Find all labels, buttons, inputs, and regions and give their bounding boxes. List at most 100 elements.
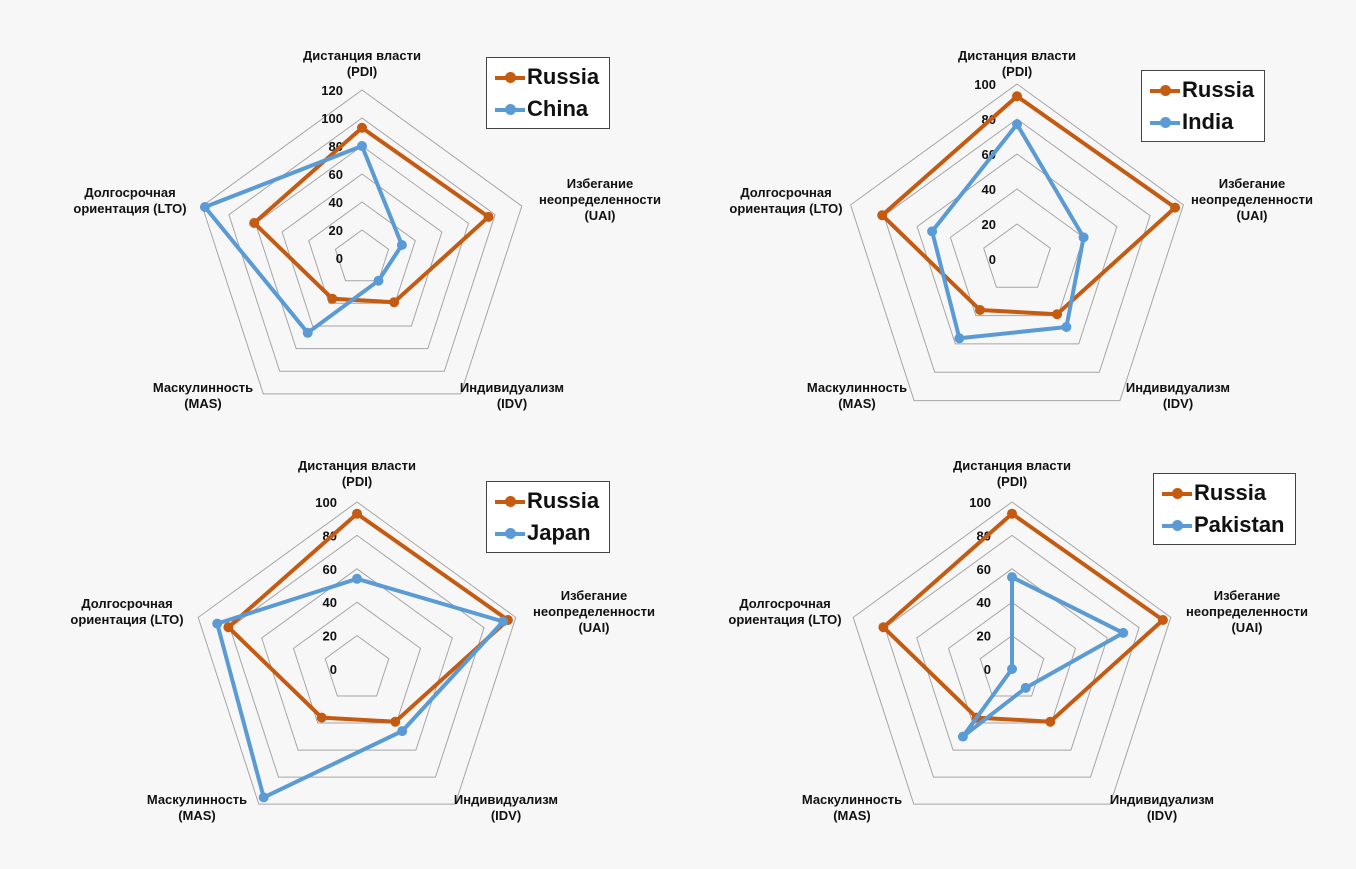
point-japan-lto xyxy=(212,618,223,629)
axis-label-line: Долгосрочная xyxy=(81,596,172,611)
axis-label-idv: Индивидуализм (IDV) xyxy=(454,792,558,823)
point-russia-idv xyxy=(390,716,401,727)
axis-label-line: (UAI) xyxy=(1236,208,1267,223)
grid-ring xyxy=(197,501,517,805)
legend-label: China xyxy=(527,96,589,121)
axis-label-line: Маскулинность xyxy=(147,792,247,807)
axis-label-mas: Маскулинность (MAS) xyxy=(153,380,253,411)
point-russia-pdi xyxy=(1012,91,1022,102)
legend-japan: Russia Japan xyxy=(486,481,611,553)
series-line-russia xyxy=(881,511,1165,724)
axis-label-lto: Долгосрочная ориентация (LTO) xyxy=(728,596,841,627)
point-russia-lto xyxy=(878,622,889,633)
axis-label-uai: Избегание неопределенности (UAI) xyxy=(1191,176,1313,223)
axis-label-line: неопределенности xyxy=(1191,192,1313,207)
point-china-uai xyxy=(396,240,407,250)
point-india-lto xyxy=(927,226,938,237)
tick-label: 40 xyxy=(329,195,343,210)
point-russia-mas xyxy=(316,712,327,723)
grid-ring xyxy=(201,89,523,395)
axis-label-line: ориентация (LTO) xyxy=(73,201,186,216)
point-pakistan-uai xyxy=(1118,627,1129,638)
series-line-russia xyxy=(880,94,1178,317)
point-russia-idv xyxy=(1045,716,1056,727)
point-india-idv xyxy=(1061,322,1072,332)
legend-swatch-pakistan xyxy=(1162,518,1192,532)
grid-ring xyxy=(850,83,1184,402)
axis-label-mas: Маскулинность (MAS) xyxy=(807,380,907,411)
grid-ring xyxy=(852,501,1172,805)
point-japan-pdi xyxy=(352,573,362,584)
legend-swatch-russia xyxy=(1162,486,1192,500)
axis-label-line: Индивидуализм xyxy=(454,792,558,807)
grid-ring xyxy=(949,188,1085,317)
axis-label-line: ориентация (LTO) xyxy=(728,612,841,627)
legend-entry-pakistan: Pakistan xyxy=(1162,509,1285,541)
axis-label-mas: Маскулинность (MAS) xyxy=(802,792,902,823)
legend-swatch-marker xyxy=(505,72,516,83)
tick-label: 20 xyxy=(329,223,343,238)
axis-label-line: (MAS) xyxy=(838,396,876,411)
axis-label-line: (IDV) xyxy=(1147,808,1177,823)
axis-label-line: (IDV) xyxy=(491,808,521,823)
legend-entry-india: India xyxy=(1150,106,1254,138)
axis-label-line: Маскулинность xyxy=(802,792,902,807)
point-india-mas xyxy=(954,333,965,344)
axis-label-line: Дистанция власти xyxy=(953,458,1071,473)
axis-label-line: неопределенности xyxy=(539,192,661,207)
point-russia-idv xyxy=(1052,309,1063,320)
tick-label: 20 xyxy=(323,629,337,644)
tick-label: 0 xyxy=(330,662,337,677)
axis-label-line: ориентация (LTO) xyxy=(729,201,842,216)
point-russia-lto xyxy=(249,218,260,228)
legend-swatch-marker xyxy=(1160,117,1171,128)
legend-swatch-marker xyxy=(1172,488,1183,499)
axis-label-line: неопределенности xyxy=(1186,604,1308,619)
series-line-japan xyxy=(215,576,506,800)
tick-label: 20 xyxy=(977,629,991,644)
axis-label-line: ориентация (LTO) xyxy=(70,612,183,627)
point-russia-uai xyxy=(483,211,494,222)
axis-label-line: Маскулинность xyxy=(807,380,907,395)
legend-label: Russia xyxy=(1182,77,1255,102)
axis-label-line: Дистанция власти xyxy=(958,48,1076,63)
point-russia-pdi xyxy=(352,508,362,519)
grid-ring xyxy=(916,568,1108,751)
point-china-mas xyxy=(302,327,313,338)
axis-label-line: (PDI) xyxy=(1002,64,1032,79)
axis-label-lto: Долгосрочная ориентация (LTO) xyxy=(729,185,842,216)
axis-label-line: Дистанция власти xyxy=(303,48,421,63)
legend-india: Russia India xyxy=(1141,70,1266,142)
point-russia-lto xyxy=(877,210,888,221)
tick-label: 100 xyxy=(321,111,343,126)
axis-label-line: Индивидуализм xyxy=(1110,792,1214,807)
axis-label-pdi: Дистанция власти (PDI) xyxy=(958,48,1076,79)
legend-swatch-russia xyxy=(495,494,525,508)
tick-label: 60 xyxy=(323,562,337,577)
point-russia-idv xyxy=(389,297,400,308)
axis-label-uai: Избегание неопределенности (UAI) xyxy=(539,176,661,223)
point-japan-idv xyxy=(397,726,408,737)
series-line-russia xyxy=(226,511,510,724)
axis-label-line: Избегание xyxy=(1214,588,1280,603)
legend-entry-russia: Russia xyxy=(495,61,599,93)
axis-label-line: Дистанция власти xyxy=(298,458,416,473)
legend-swatch-marker xyxy=(505,104,516,115)
point-china-pdi xyxy=(357,141,367,151)
point-india-pdi xyxy=(1012,119,1022,130)
axis-label-line: Индивидуализм xyxy=(460,380,564,395)
grid-ring xyxy=(292,601,422,724)
axis-label-line: Долгосрочная xyxy=(740,185,831,200)
tick-label: 0 xyxy=(984,662,991,677)
legend-entry-japan: Japan xyxy=(495,517,599,549)
legend-label: India xyxy=(1182,109,1234,134)
legend-swatch-russia xyxy=(495,70,525,84)
axis-label-idv: Индивидуализм (IDV) xyxy=(460,380,564,411)
axis-label-line: (MAS) xyxy=(184,396,222,411)
grid-ring xyxy=(254,145,470,350)
grid-ring xyxy=(324,634,390,697)
legend-pakistan: Russia Pakistan xyxy=(1153,473,1296,545)
legend-label: Pakistan xyxy=(1194,512,1285,537)
